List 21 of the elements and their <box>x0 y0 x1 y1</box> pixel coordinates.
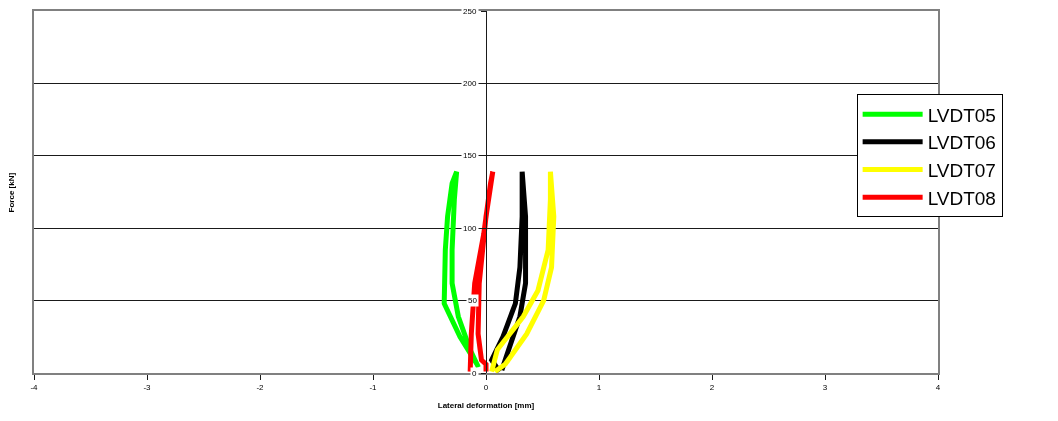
x-axis-title: Lateral deformation [mm] <box>437 401 535 411</box>
legend-label: LVDT08 <box>927 187 996 209</box>
x-tick-label: -4 <box>30 382 39 392</box>
y-tick-label: 150 <box>463 151 477 160</box>
legend-label: LVDT05 <box>927 104 996 126</box>
legend-label: LVDT07 <box>927 159 996 181</box>
x-tick-label: 4 <box>935 382 941 392</box>
x-tick-label: 0 <box>483 382 489 392</box>
x-tick-label: -2 <box>256 382 265 392</box>
y-tick-label: 50 <box>468 296 478 305</box>
x-tick-label: 3 <box>822 382 828 392</box>
y-tick-label: 0 <box>472 369 477 378</box>
legend-label: LVDT06 <box>927 132 996 154</box>
y-axis-title: Force [kN] <box>7 172 17 213</box>
y-tick-label: 200 <box>463 79 477 88</box>
y-tick-label: 250 <box>463 7 477 16</box>
x-tick-label: 2 <box>709 382 715 392</box>
x-tick-label: -3 <box>143 382 152 392</box>
y-tick-label: 100 <box>463 224 477 233</box>
x-tick-label: 1 <box>596 382 602 392</box>
x-tick-label: -1 <box>369 382 378 392</box>
